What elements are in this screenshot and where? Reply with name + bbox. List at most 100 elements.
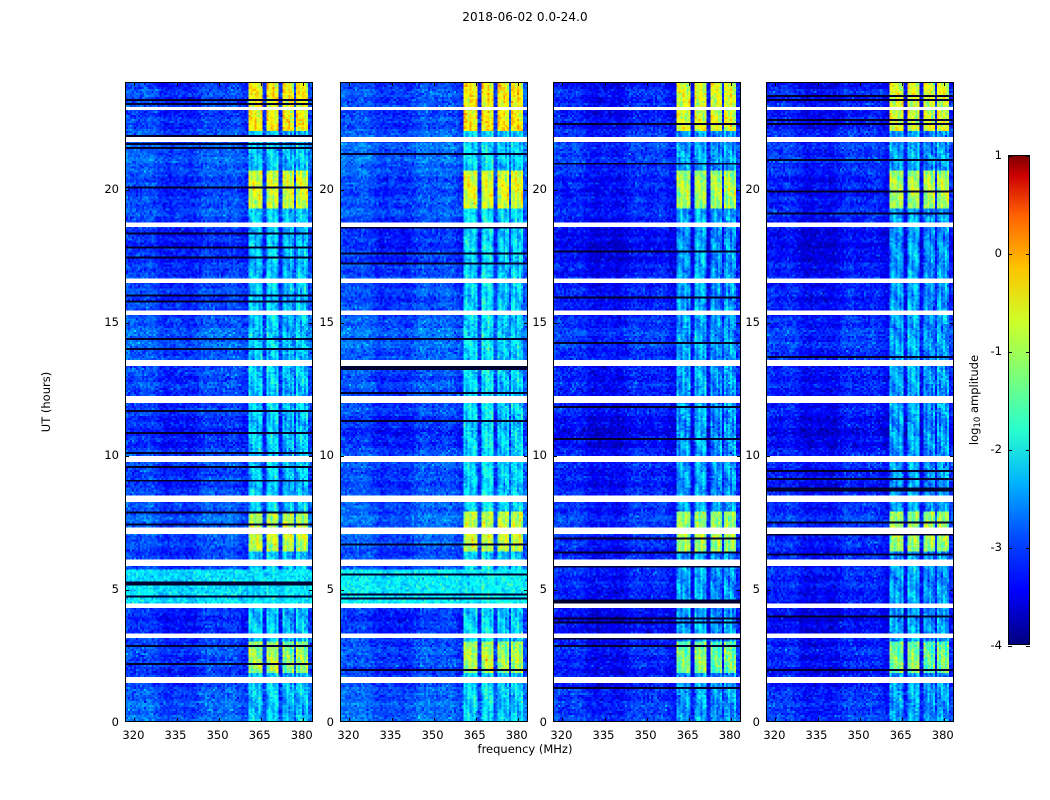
x-tick-mark xyxy=(218,83,220,86)
x-tick-mark xyxy=(391,83,393,86)
y-tick-mark xyxy=(950,456,953,458)
x-tick-mark xyxy=(218,718,220,721)
x-tick-label: 365 xyxy=(676,728,699,742)
colorbar-tick-mark xyxy=(1008,646,1012,647)
spectrogram-panel-yx[interactable]: YX, V0*V8=EA23*EA27 xyxy=(766,82,954,722)
colorbar-tick-label: -1 xyxy=(990,344,1002,358)
x-tick-label: 320 xyxy=(337,728,360,742)
spectrogram-panel-xy[interactable]: XY, V0*V8=EA23*EA27 xyxy=(553,82,741,722)
x-tick-label: 320 xyxy=(763,728,786,742)
x-tick-mark xyxy=(433,83,435,86)
figure-suptitle: 2018-06-02 0.0-24.0 xyxy=(462,10,588,24)
flag-overlay xyxy=(767,83,953,721)
y-tick-label: 5 xyxy=(539,581,547,596)
colorbar-tick-label: 1 xyxy=(994,148,1002,162)
y-tick-label: 15 xyxy=(319,315,334,329)
colorbar-tick-mark xyxy=(1026,156,1030,157)
x-tick-mark xyxy=(260,718,262,721)
x-tick-mark xyxy=(176,718,178,721)
colorbar[interactable] xyxy=(1008,155,1030,647)
x-tick-mark xyxy=(943,718,945,721)
colorbar-tick-mark xyxy=(1026,352,1030,353)
x-tick-label: 320 xyxy=(550,728,573,742)
colorbar-tick-mark xyxy=(1026,548,1030,549)
flag-overlay xyxy=(341,83,527,721)
y-tick-label: 10 xyxy=(532,448,547,463)
y-tick-mark xyxy=(524,189,527,191)
y-axis-label: UT (hours) xyxy=(39,371,53,433)
x-tick-label: 335 xyxy=(805,728,828,742)
y-tick-mark xyxy=(126,589,129,591)
x-tick-label: 380 xyxy=(505,728,528,742)
colorbar-tick-mark xyxy=(1008,254,1012,255)
y-tick-mark xyxy=(309,456,312,458)
y-tick-label: 15 xyxy=(104,315,119,329)
y-tick-label: 15 xyxy=(532,315,547,329)
y-tick-mark xyxy=(341,589,344,591)
x-tick-mark xyxy=(901,718,903,721)
colorbar-tick-mark xyxy=(1008,352,1012,353)
colorbar-tick-mark xyxy=(1026,450,1030,451)
spectrogram-panel-yy[interactable]: YY, V0*V8=EA23*EA27 xyxy=(340,82,528,722)
y-tick-mark xyxy=(554,323,557,324)
x-tick-label: 380 xyxy=(718,728,741,742)
x-tick-mark xyxy=(859,83,861,86)
y-tick-label: 15 xyxy=(745,315,760,329)
x-tick-mark xyxy=(604,718,606,721)
x-tick-label: 335 xyxy=(379,728,402,742)
y-tick-mark xyxy=(950,189,953,191)
y-tick-mark xyxy=(341,456,344,458)
x-tick-mark xyxy=(349,83,351,86)
y-tick-label: 0 xyxy=(539,715,547,729)
x-tick-label: 350 xyxy=(206,728,229,742)
y-tick-mark xyxy=(309,189,312,191)
x-tick-mark xyxy=(517,718,519,721)
colorbar-tick-label: 0 xyxy=(994,246,1002,260)
x-tick-mark xyxy=(688,83,690,86)
y-tick-label: 20 xyxy=(319,181,334,196)
y-tick-mark xyxy=(767,189,770,191)
y-tick-mark xyxy=(737,456,740,458)
x-tick-label: 320 xyxy=(122,728,145,742)
y-tick-mark xyxy=(524,323,527,324)
x-tick-mark xyxy=(391,718,393,721)
y-tick-label: 5 xyxy=(111,581,119,596)
y-tick-mark xyxy=(341,323,344,324)
colorbar-tick-mark xyxy=(1026,646,1030,647)
x-tick-mark xyxy=(475,718,477,721)
y-tick-label: 0 xyxy=(111,715,119,729)
y-tick-label: 20 xyxy=(104,181,119,196)
y-tick-mark xyxy=(341,189,344,191)
x-tick-label: 365 xyxy=(463,728,486,742)
x-tick-label: 350 xyxy=(421,728,444,742)
y-tick-mark xyxy=(554,189,557,191)
x-tick-mark xyxy=(730,718,732,721)
x-tick-mark xyxy=(604,83,606,86)
y-tick-mark xyxy=(767,456,770,458)
x-tick-mark xyxy=(901,83,903,86)
x-axis-label: frequency (MHz) xyxy=(477,742,573,756)
x-tick-mark xyxy=(302,718,304,721)
x-tick-mark xyxy=(349,718,351,721)
y-tick-label: 20 xyxy=(532,181,547,196)
colorbar-tick-mark xyxy=(1008,156,1012,157)
colorbar-tick-label: -4 xyxy=(990,638,1002,652)
spectrogram-panel-xx[interactable]: XX, V0*V8=EA23*EA27 xyxy=(125,82,313,722)
y-tick-mark xyxy=(767,589,770,591)
x-tick-mark xyxy=(475,83,477,86)
colorbar-tick-label: -2 xyxy=(990,442,1002,456)
x-tick-mark xyxy=(517,83,519,86)
x-tick-mark xyxy=(134,718,136,721)
y-tick-mark xyxy=(126,456,129,458)
x-tick-label: 365 xyxy=(889,728,912,742)
x-tick-mark xyxy=(775,83,777,86)
x-tick-mark xyxy=(646,718,648,721)
y-tick-label: 0 xyxy=(752,715,760,729)
y-tick-mark xyxy=(126,323,129,324)
y-tick-mark xyxy=(309,589,312,591)
x-tick-mark xyxy=(176,83,178,86)
x-tick-label: 335 xyxy=(592,728,615,742)
colorbar-tick-mark xyxy=(1008,548,1012,549)
x-tick-mark xyxy=(646,83,648,86)
y-tick-label: 5 xyxy=(752,581,760,596)
